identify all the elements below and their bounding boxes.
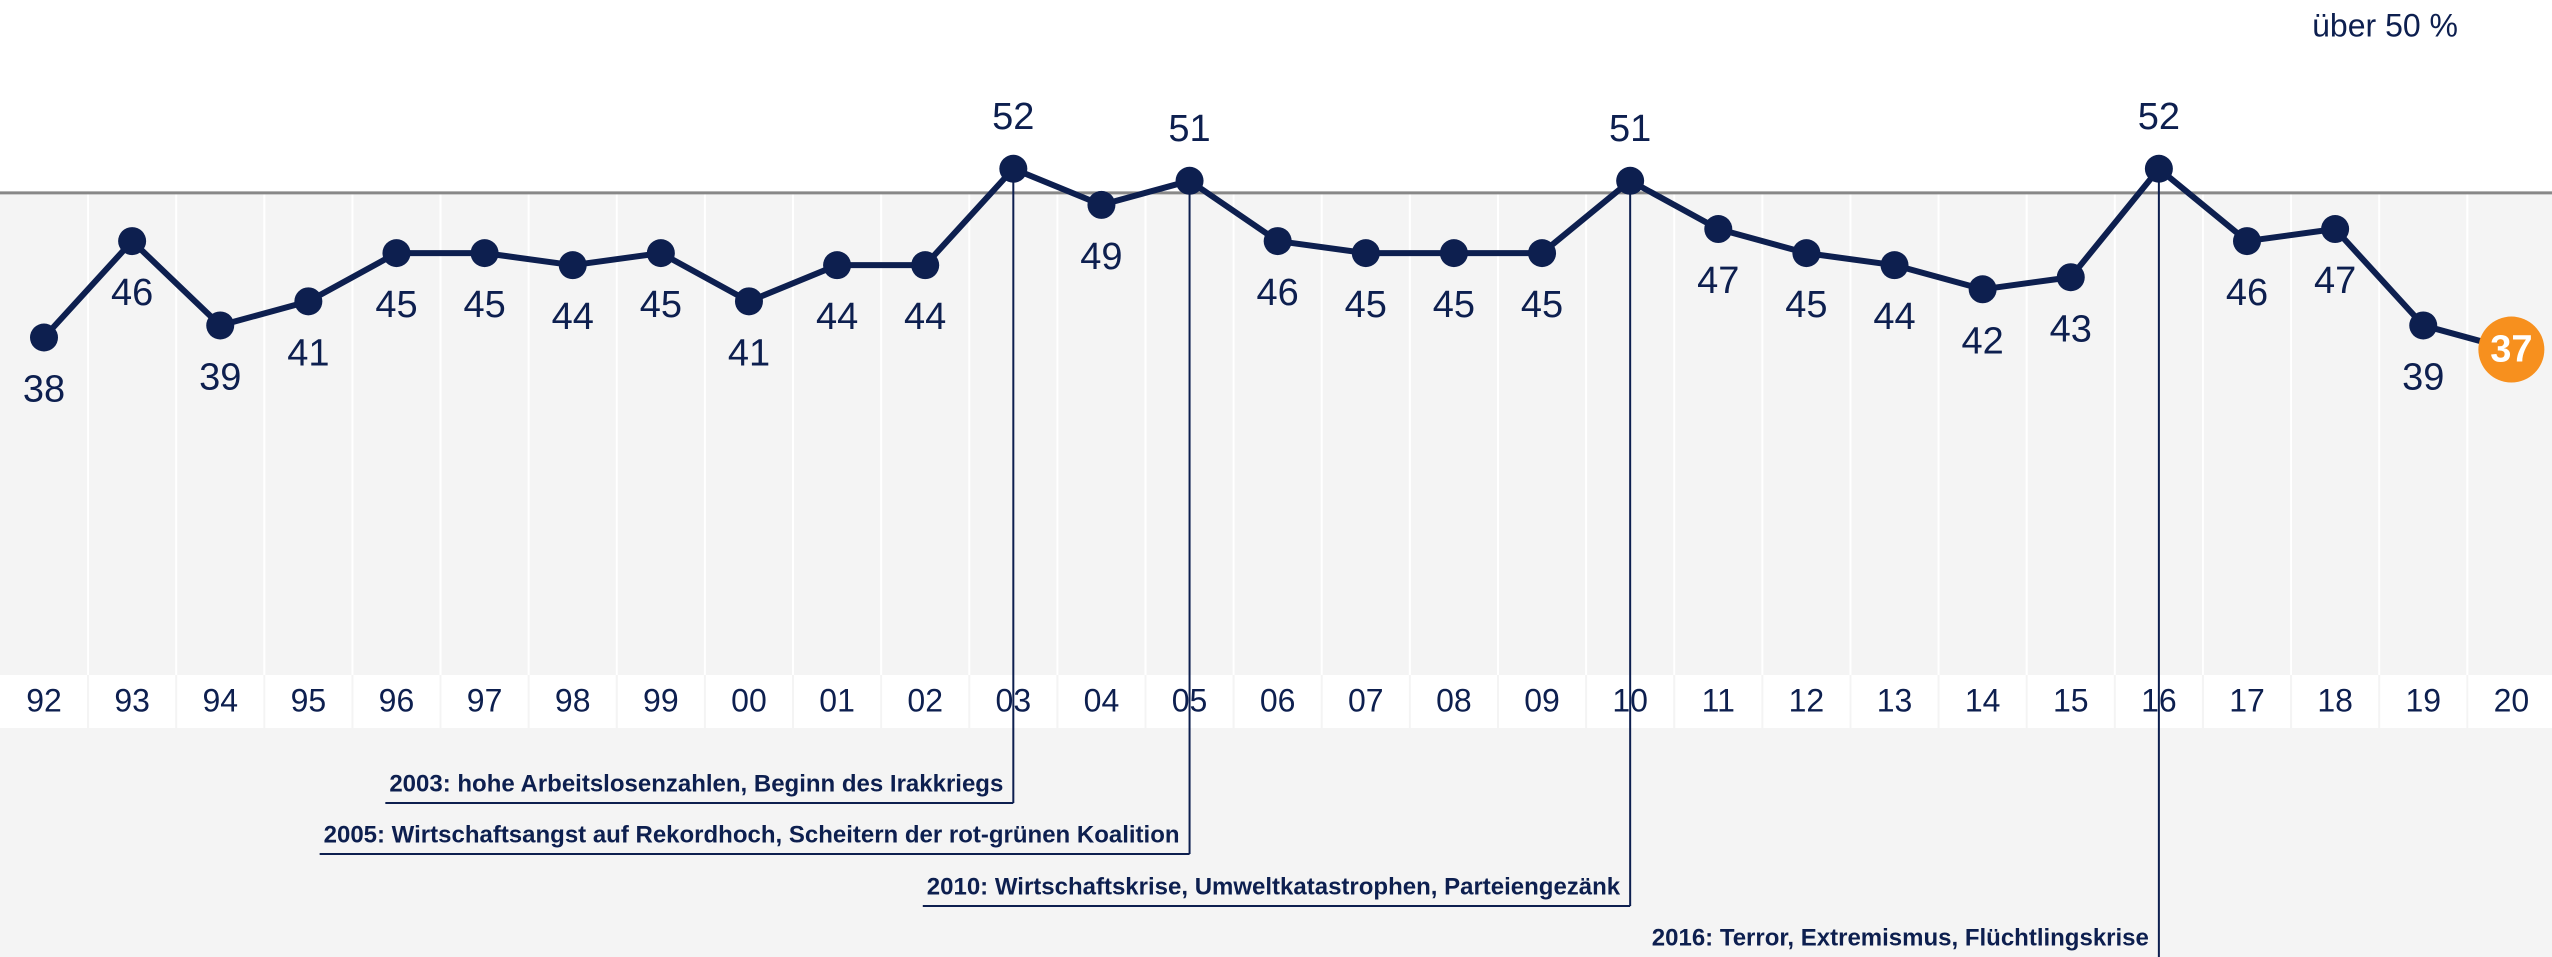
x-tick-label: 17 [2229,682,2265,718]
data-label: 45 [1345,284,1387,326]
x-tick-label: 94 [202,682,238,718]
data-label: 42 [1961,320,2003,362]
x-tick-label: 98 [555,682,591,718]
x-tick-label: 10 [1612,682,1648,718]
x-tick-label: 16 [2141,682,2177,718]
data-point [1528,239,1557,268]
data-label: 51 [1168,108,1210,150]
x-tick-label: 95 [291,682,327,718]
x-tick-label: 05 [1172,682,1208,718]
x-tick-label: 01 [819,682,855,718]
annotation-text: 2005: Wirtschaftsangst auf Rekordhoch, S… [324,821,1180,848]
data-point [1263,227,1292,256]
x-tick-label: 92 [26,682,62,718]
data-point [2056,263,2085,292]
data-point [646,239,675,268]
data-point [1968,275,1997,304]
annotation-text: 2016: Terror, Extremismus, Flüchtlingskr… [1652,924,2149,951]
data-point-highlight [2478,316,2545,383]
data-point [2144,154,2173,183]
data-label: 37 [2490,329,2532,371]
data-label: 49 [1080,236,1122,278]
data-label: 45 [1521,284,1563,326]
data-point [30,323,58,352]
data-point [2409,311,2438,340]
x-tick-label: 18 [2317,682,2353,718]
data-point [1351,239,1380,268]
x-tick-label: 08 [1436,682,1472,718]
data-point [2233,227,2261,256]
x-tick-label: 99 [643,682,679,718]
data-label: 52 [2138,96,2180,138]
data-point [1704,215,1733,244]
data-point [1439,239,1468,268]
data-label: 46 [2226,272,2268,314]
data-label: 44 [1873,296,1915,338]
data-point [734,287,763,316]
data-label: 43 [2050,308,2092,350]
x-tick-label: 09 [1524,682,1560,718]
data-point [1792,239,1821,268]
data-label: 44 [904,296,946,338]
x-tick-label: 14 [1965,682,2001,718]
data-point [823,251,852,280]
x-tick-label: 15 [2053,682,2089,718]
data-label: 41 [287,332,329,374]
x-tick-label: 93 [114,682,150,718]
data-label: 47 [2314,260,2356,302]
data-label: 38 [23,369,65,411]
x-tick-label: 06 [1260,682,1296,718]
x-tick-label: 02 [907,682,943,718]
x-tick-label: 12 [1789,682,1825,718]
annotation-text: 2003: hohe Arbeitslosenzahlen, Beginn de… [389,770,1003,797]
data-point [470,239,499,268]
data-point [206,311,235,340]
data-point [294,287,323,316]
data-label: 46 [111,272,153,314]
data-label: 52 [992,96,1034,138]
data-label: 39 [2402,356,2444,398]
data-point [2321,215,2350,244]
data-point [1616,166,1645,195]
x-tick-label: 97 [467,682,503,718]
x-tick-label: 96 [379,682,415,718]
data-label: 47 [1697,260,1739,302]
x-tick-label: 07 [1348,682,1384,718]
data-label: 46 [1257,272,1299,314]
data-point [1880,251,1909,280]
plot-background [0,192,2552,675]
data-label: 44 [816,296,858,338]
x-tick-label: 04 [1084,682,1120,718]
x-tick-label: 19 [2405,682,2441,718]
data-label: 45 [1785,284,1827,326]
annotation-text: 2010: Wirtschaftskrise, Umweltkatastroph… [927,873,1621,900]
x-tick-label: 20 [2494,682,2530,718]
data-point [1175,166,1204,195]
data-point [118,227,147,256]
data-label: 45 [1433,284,1475,326]
x-tick-label: 11 [1702,682,1735,718]
data-label: 45 [640,284,682,326]
x-tick-label: 00 [731,682,767,718]
data-point [558,251,587,280]
x-tick-label: 03 [996,682,1032,718]
data-label: 51 [1609,108,1651,150]
annotation-background [0,728,2552,957]
data-label: 44 [552,296,594,338]
data-point [911,251,940,280]
data-point [382,239,411,268]
data-label: 45 [375,284,417,326]
data-point [1087,190,1116,219]
data-point [999,154,1028,183]
data-label: 39 [199,356,241,398]
reference-label: über 50 % [2312,7,2458,43]
data-label: 45 [463,284,505,326]
data-label: 41 [728,332,770,374]
x-tick-label: 13 [1877,682,1913,718]
